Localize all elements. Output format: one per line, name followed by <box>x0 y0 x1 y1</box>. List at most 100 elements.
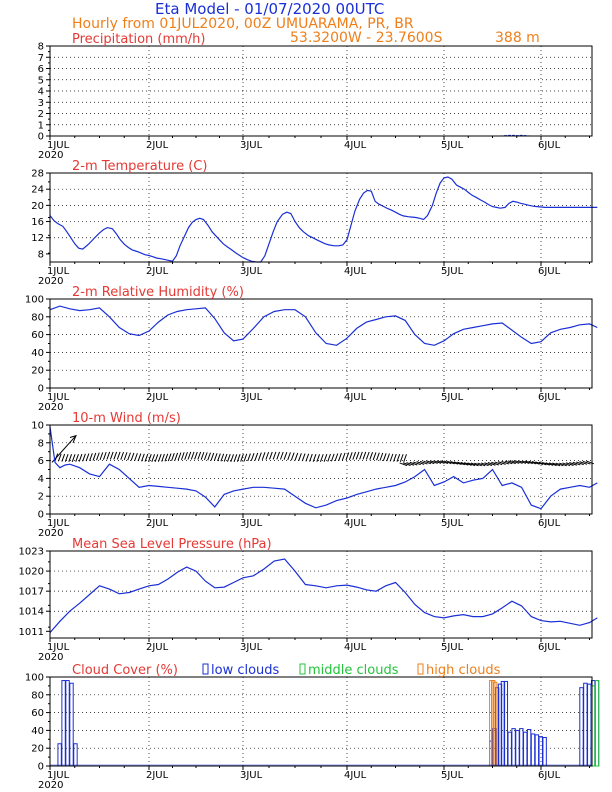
wind-barb <box>276 451 281 460</box>
x-year-label: 2020 <box>38 402 63 413</box>
cloud-bar-low-clouds <box>73 743 78 767</box>
wind-barb <box>389 453 394 462</box>
wind-barb <box>338 453 342 461</box>
y-tick-label: 80 <box>31 312 44 323</box>
wind-barb <box>171 453 175 461</box>
wind-barb <box>369 451 374 460</box>
pressure-series-line <box>49 558 598 633</box>
y-tick-label: 20 <box>31 744 44 755</box>
cloud-bar-low-clouds <box>61 680 66 767</box>
wind-barb <box>450 461 459 465</box>
panel-wind: 0 2 4 6 8 10 1JUL2020 2JUL 3JUL 4JUL 5JUL 6JUL 10-m … <box>31 411 598 539</box>
panel-frame <box>49 676 593 767</box>
wind-barb <box>372 452 377 461</box>
x-tick-label: 2JUL <box>146 392 169 403</box>
x-tick-label: 5JUL <box>441 770 464 781</box>
wind-barb <box>436 460 445 464</box>
wind-barb <box>272 451 277 460</box>
wind-barb <box>233 454 238 462</box>
wind-barb <box>565 462 574 466</box>
wind-barb <box>423 460 432 465</box>
x-tick-label: 3JUL <box>240 518 263 529</box>
y-tick-label: 1014 <box>19 607 44 618</box>
wind-barb <box>330 453 335 462</box>
wind-barb <box>174 452 179 461</box>
legend-label: middle clouds <box>308 663 399 678</box>
cloud-bar-low-clouds <box>542 737 547 767</box>
y-tick-label: 60 <box>31 330 44 341</box>
wind-barb <box>352 451 357 460</box>
cloud-bar-low-clouds <box>57 743 62 767</box>
wind-barb <box>106 451 111 460</box>
wind-barb <box>120 451 124 460</box>
panel-humidity: 0 20 40 60 80 100 1JUL2020 2JUL 3JUL 4JUL 5JUL 6JUL… <box>25 285 598 413</box>
wind-barb <box>230 454 234 462</box>
wind-barb <box>190 451 195 460</box>
wind-barb <box>258 452 262 461</box>
x-year-label: 2020 <box>38 150 63 161</box>
wind-barb <box>279 451 284 460</box>
wind-barb <box>525 460 533 465</box>
wind-barb <box>61 453 66 462</box>
cloud-bar-low-clouds <box>526 729 532 767</box>
wind-barb <box>240 453 244 462</box>
wind-barb <box>348 452 353 461</box>
x-tick-label: 4JUL <box>344 392 367 403</box>
wind-barb <box>92 452 97 461</box>
wind-barb <box>116 451 121 460</box>
y-tick-label: 10 <box>31 421 44 432</box>
wind-barb <box>227 454 231 462</box>
x-tick-label: 2JUL <box>146 140 169 151</box>
cloud-bar-low-clouds <box>583 682 588 767</box>
wind-barb <box>403 454 407 462</box>
wind-barb <box>194 451 198 460</box>
wind-barb <box>497 461 506 465</box>
wind-barb <box>200 451 205 460</box>
wind-barb <box>426 460 435 465</box>
wind-panel-title: 10-m Wind (m/s) <box>72 411 181 426</box>
x-tick-label: 5JUL <box>441 140 464 151</box>
wind-barb <box>572 461 581 466</box>
wind-barb <box>538 461 547 466</box>
wind-barb <box>504 460 513 465</box>
wind-barb <box>382 453 387 461</box>
x-tick-label: 3JUL <box>240 770 263 781</box>
wind-barb <box>154 454 159 462</box>
cloud-bar-middle-clouds <box>594 680 600 767</box>
wind-barb <box>327 453 331 462</box>
wind-barb <box>409 461 418 466</box>
wind-barb <box>511 460 520 464</box>
wind-barb <box>305 453 310 462</box>
wind-barb <box>287 452 291 461</box>
wind-barb <box>440 460 449 464</box>
x-year-label: 2020 <box>38 276 63 287</box>
wind-barb <box>203 452 208 461</box>
wind-barb <box>123 452 128 461</box>
x-tick-label: 1JUL <box>47 518 70 529</box>
y-tick-label: 0 <box>38 762 44 773</box>
x-tick-label: 6JUL <box>538 266 561 277</box>
wind-barb <box>167 453 172 462</box>
y-tick-label: 20 <box>31 201 44 212</box>
x-tick-label: 4JUL <box>344 518 367 529</box>
wind-barb <box>355 451 360 460</box>
y-tick-label: 20 <box>31 366 44 377</box>
cloud-bar-low-clouds <box>511 728 516 767</box>
wind-barb <box>64 454 69 462</box>
y-tick-label: 16 <box>31 217 44 228</box>
wind-barb <box>586 460 595 465</box>
y-tick-label: 6 <box>38 456 44 467</box>
x-tick-label: 1JUL <box>47 140 70 151</box>
y-tick-label: 28 <box>31 169 44 180</box>
y-tick-label: 5 <box>38 75 44 86</box>
wind-barb <box>531 461 540 465</box>
precip-bar <box>519 134 523 136</box>
y-tick-label: 40 <box>31 348 44 359</box>
wind-barb <box>99 452 104 461</box>
wind-barb <box>467 462 476 467</box>
x-tick-label: 2JUL <box>146 642 169 653</box>
wind-barb <box>399 454 404 462</box>
precip-bar <box>511 134 515 136</box>
wind-barb <box>75 454 79 462</box>
legend-swatch <box>299 663 306 675</box>
